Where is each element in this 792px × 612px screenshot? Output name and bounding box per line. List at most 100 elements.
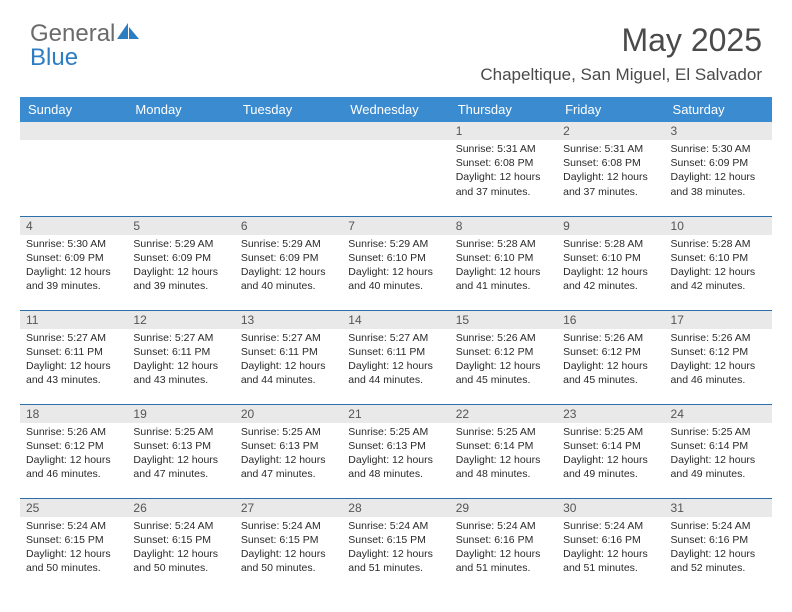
brand-sail-icon bbox=[117, 22, 139, 46]
sunrise-text: Sunrise: 5:24 AM bbox=[241, 519, 336, 533]
calendar-cell: 7Sunrise: 5:29 AMSunset: 6:10 PMDaylight… bbox=[342, 216, 449, 310]
day-details: Sunrise: 5:24 AMSunset: 6:15 PMDaylight:… bbox=[342, 517, 449, 580]
day-number: 15 bbox=[450, 311, 557, 329]
sunrise-text: Sunrise: 5:28 AM bbox=[671, 237, 766, 251]
day-number: 18 bbox=[20, 405, 127, 423]
day-details bbox=[127, 140, 234, 146]
day-details: Sunrise: 5:30 AMSunset: 6:09 PMDaylight:… bbox=[665, 140, 772, 203]
calendar-cell: 19Sunrise: 5:25 AMSunset: 6:13 PMDayligh… bbox=[127, 404, 234, 498]
day-number: 26 bbox=[127, 499, 234, 517]
calendar-week-row: 11 Sunrise: 5:27 AMSunset: 6:11 PMDayligh… bbox=[20, 310, 772, 404]
calendar-cell: 30Sunrise: 5:24 AMSunset: 6:16 PMDayligh… bbox=[557, 498, 664, 592]
day-details: Sunrise: 5:24 AMSunset: 6:16 PMDaylight:… bbox=[665, 517, 772, 580]
calendar-cell: 13Sunrise: 5:27 AMSunset: 6:11 PMDayligh… bbox=[235, 310, 342, 404]
calendar-cell: 25Sunrise: 5:24 AMSunset: 6:15 PMDayligh… bbox=[20, 498, 127, 592]
day-number: 27 bbox=[235, 499, 342, 517]
sunrise-text: Sunrise: 5:24 AM bbox=[133, 519, 228, 533]
calendar-cell: 29Sunrise: 5:24 AMSunset: 6:16 PMDayligh… bbox=[450, 498, 557, 592]
day-header: Saturday bbox=[665, 97, 772, 122]
sunset-text: Sunset: 6:15 PM bbox=[241, 533, 336, 547]
day-details bbox=[20, 140, 127, 146]
day-number: 5 bbox=[127, 217, 234, 235]
day-header: Friday bbox=[557, 97, 664, 122]
daylight-text: Daylight: 12 hours and 40 minutes. bbox=[348, 265, 443, 293]
day-details: Sunrise: 5:26 AMSunset: 6:12 PMDaylight:… bbox=[665, 329, 772, 392]
sunrise-text: Sunrise: 5:29 AM bbox=[348, 237, 443, 251]
day-details: Sunrise: 5:24 AMSunset: 6:15 PMDaylight:… bbox=[20, 517, 127, 580]
sunset-text: Sunset: 6:16 PM bbox=[563, 533, 658, 547]
daylight-text: Daylight: 12 hours and 48 minutes. bbox=[456, 453, 551, 481]
brand-text-blue: Blue bbox=[30, 44, 78, 71]
calendar-cell bbox=[127, 122, 234, 216]
daylight-text: Daylight: 12 hours and 37 minutes. bbox=[563, 170, 658, 198]
day-details bbox=[342, 140, 449, 146]
sunrise-text: Sunrise: 5:25 AM bbox=[133, 425, 228, 439]
calendar-week-row: 25Sunrise: 5:24 AMSunset: 6:15 PMDayligh… bbox=[20, 498, 772, 592]
sunset-text: Sunset: 6:13 PM bbox=[133, 439, 228, 453]
location-subtitle: Chapeltique, San Miguel, El Salvador bbox=[480, 65, 762, 85]
day-number: 21 bbox=[342, 405, 449, 423]
day-number: 2 bbox=[557, 122, 664, 140]
sunrise-text: Sunrise: 5:25 AM bbox=[671, 425, 766, 439]
day-number: 6 bbox=[235, 217, 342, 235]
calendar-cell: 5Sunrise: 5:29 AMSunset: 6:09 PMDaylight… bbox=[127, 216, 234, 310]
calendar-table: SundayMondayTuesdayWednesdayThursdayFrid… bbox=[20, 97, 772, 592]
day-number: 28 bbox=[342, 499, 449, 517]
day-number: 11 bbox=[20, 311, 127, 329]
sunrise-text: Sunrise: 5:30 AM bbox=[26, 237, 121, 251]
day-details: Sunrise: 5:24 AMSunset: 6:16 PMDaylight:… bbox=[450, 517, 557, 580]
day-header: Thursday bbox=[450, 97, 557, 122]
brand-text-gray: General bbox=[30, 20, 115, 47]
calendar-cell: 4Sunrise: 5:30 AMSunset: 6:09 PMDaylight… bbox=[20, 216, 127, 310]
sunset-text: Sunset: 6:15 PM bbox=[26, 533, 121, 547]
day-details bbox=[235, 140, 342, 146]
sunrise-text: Sunrise: 5:24 AM bbox=[348, 519, 443, 533]
sunrise-text: Sunrise: 5:28 AM bbox=[563, 237, 658, 251]
daylight-text: Daylight: 12 hours and 52 minutes. bbox=[671, 547, 766, 575]
sunset-text: Sunset: 6:13 PM bbox=[348, 439, 443, 453]
day-header: Sunday bbox=[20, 97, 127, 122]
sunrise-text: Sunrise: 5:26 AM bbox=[456, 331, 551, 345]
calendar-cell bbox=[20, 122, 127, 216]
sunrise-text: Sunrise: 5:24 AM bbox=[26, 519, 121, 533]
sunrise-text: Sunrise: 5:31 AM bbox=[456, 142, 551, 156]
day-header: Monday bbox=[127, 97, 234, 122]
calendar-cell: 26Sunrise: 5:24 AMSunset: 6:15 PMDayligh… bbox=[127, 498, 234, 592]
day-header: Wednesday bbox=[342, 97, 449, 122]
calendar-cell: 10Sunrise: 5:28 AMSunset: 6:10 PMDayligh… bbox=[665, 216, 772, 310]
calendar-cell: 3Sunrise: 5:30 AMSunset: 6:09 PMDaylight… bbox=[665, 122, 772, 216]
sunset-text: Sunset: 6:08 PM bbox=[563, 156, 658, 170]
day-number: 14 bbox=[342, 311, 449, 329]
calendar-cell bbox=[342, 122, 449, 216]
sunset-text: Sunset: 6:12 PM bbox=[563, 345, 658, 359]
day-number: 9 bbox=[557, 217, 664, 235]
sunrise-text: Sunrise: 5:27 AM bbox=[26, 331, 121, 345]
day-number: 19 bbox=[127, 405, 234, 423]
calendar-cell: 28Sunrise: 5:24 AMSunset: 6:15 PMDayligh… bbox=[342, 498, 449, 592]
sunrise-text: Sunrise: 5:28 AM bbox=[456, 237, 551, 251]
day-number: 4 bbox=[20, 217, 127, 235]
day-details: Sunrise: 5:28 AMSunset: 6:10 PMDaylight:… bbox=[665, 235, 772, 298]
calendar-cell: 6Sunrise: 5:29 AMSunset: 6:09 PMDaylight… bbox=[235, 216, 342, 310]
sunset-text: Sunset: 6:12 PM bbox=[26, 439, 121, 453]
sunset-text: Sunset: 6:16 PM bbox=[671, 533, 766, 547]
day-number: 10 bbox=[665, 217, 772, 235]
calendar-cell: 18Sunrise: 5:26 AMSunset: 6:12 PMDayligh… bbox=[20, 404, 127, 498]
day-details: Sunrise: 5:25 AMSunset: 6:14 PMDaylight:… bbox=[450, 423, 557, 486]
day-details: Sunrise: 5:27 AMSunset: 6:11 PMDaylight:… bbox=[235, 329, 342, 392]
sunset-text: Sunset: 6:11 PM bbox=[241, 345, 336, 359]
day-number: 31 bbox=[665, 499, 772, 517]
day-number: 24 bbox=[665, 405, 772, 423]
day-details: Sunrise: 5:24 AMSunset: 6:15 PMDaylight:… bbox=[235, 517, 342, 580]
daylight-text: Daylight: 12 hours and 50 minutes. bbox=[133, 547, 228, 575]
calendar-cell: 27Sunrise: 5:24 AMSunset: 6:15 PMDayligh… bbox=[235, 498, 342, 592]
day-details: Sunrise: 5:30 AMSunset: 6:09 PMDaylight:… bbox=[20, 235, 127, 298]
calendar-cell: 16Sunrise: 5:26 AMSunset: 6:12 PMDayligh… bbox=[557, 310, 664, 404]
day-details: Sunrise: 5:29 AMSunset: 6:09 PMDaylight:… bbox=[235, 235, 342, 298]
day-number: 20 bbox=[235, 405, 342, 423]
calendar-cell: 21Sunrise: 5:25 AMSunset: 6:13 PMDayligh… bbox=[342, 404, 449, 498]
calendar-cell: 20Sunrise: 5:25 AMSunset: 6:13 PMDayligh… bbox=[235, 404, 342, 498]
calendar-cell: 1Sunrise: 5:31 AMSunset: 6:08 PMDaylight… bbox=[450, 122, 557, 216]
day-details: Sunrise: 5:25 AMSunset: 6:14 PMDaylight:… bbox=[557, 423, 664, 486]
sunset-text: Sunset: 6:11 PM bbox=[26, 345, 121, 359]
